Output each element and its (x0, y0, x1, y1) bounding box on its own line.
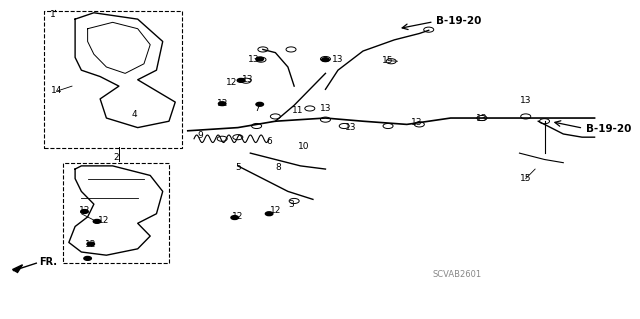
Text: 6: 6 (266, 137, 272, 146)
Text: 7: 7 (253, 104, 259, 113)
Text: 14: 14 (51, 86, 62, 95)
Circle shape (237, 78, 244, 82)
Text: 10: 10 (298, 142, 309, 151)
Circle shape (87, 242, 95, 246)
Text: 13: 13 (410, 118, 422, 127)
Text: B-19-20: B-19-20 (436, 16, 482, 26)
Text: 12: 12 (226, 78, 237, 87)
Text: 11: 11 (292, 106, 303, 115)
Text: 13: 13 (332, 55, 344, 63)
Circle shape (84, 256, 92, 260)
Text: 9: 9 (197, 131, 203, 140)
Text: 12: 12 (85, 240, 97, 249)
Text: 13: 13 (520, 96, 531, 105)
Polygon shape (13, 265, 22, 272)
Circle shape (256, 57, 264, 61)
Text: 12: 12 (269, 206, 281, 215)
Text: 13: 13 (345, 123, 356, 132)
Text: 8: 8 (276, 163, 282, 172)
Text: 1: 1 (51, 10, 56, 19)
Text: 5: 5 (235, 163, 241, 172)
Text: 4: 4 (132, 110, 138, 119)
Text: 3: 3 (288, 200, 294, 209)
Text: 12: 12 (232, 212, 243, 221)
Circle shape (81, 210, 88, 213)
Text: 15: 15 (382, 56, 394, 65)
Text: 15: 15 (520, 174, 531, 183)
Text: 13: 13 (248, 55, 259, 63)
Text: 2: 2 (113, 153, 118, 162)
Text: 13: 13 (241, 75, 253, 84)
Text: FR.: FR. (40, 257, 58, 267)
Circle shape (93, 219, 100, 223)
Circle shape (266, 212, 273, 216)
Circle shape (218, 102, 226, 106)
Text: 13: 13 (476, 114, 488, 122)
Text: SCVAB2601: SCVAB2601 (433, 270, 481, 279)
Text: 12: 12 (216, 99, 228, 108)
Text: 13: 13 (320, 104, 332, 113)
Circle shape (256, 102, 264, 106)
Text: B-19-20: B-19-20 (586, 124, 632, 134)
Text: 12: 12 (79, 206, 90, 215)
Circle shape (322, 58, 329, 62)
Text: 12: 12 (97, 216, 109, 225)
Circle shape (231, 216, 239, 219)
